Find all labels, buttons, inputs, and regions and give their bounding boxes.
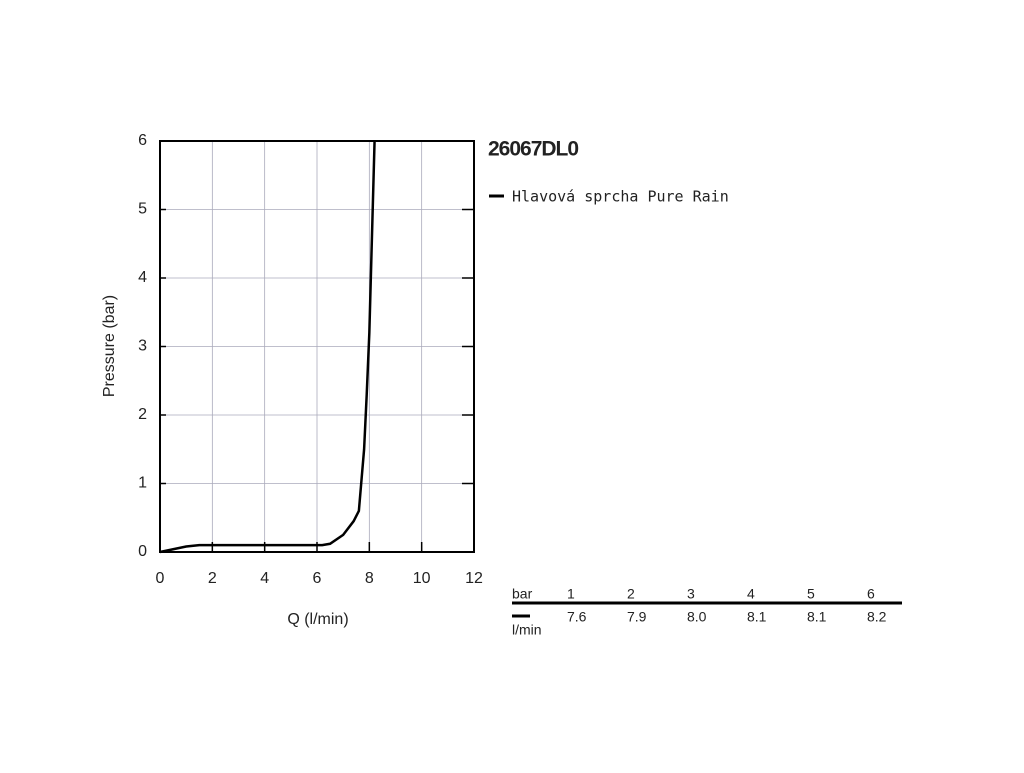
y-tick-label: 0 xyxy=(138,543,147,560)
table-column: 3 xyxy=(687,586,695,602)
table-value: 8.2 xyxy=(867,609,887,625)
y-tick-label: 4 xyxy=(138,269,147,286)
table-unit: l/min xyxy=(512,622,542,638)
table-column: 6 xyxy=(867,586,875,602)
y-tick-label: 5 xyxy=(138,201,147,218)
y-tick-label: 2 xyxy=(138,406,147,423)
x-tick-label: 4 xyxy=(260,570,269,587)
x-axis-label: Q (l/min) xyxy=(287,611,348,628)
table-header: bar xyxy=(512,586,533,602)
x-tick-label: 10 xyxy=(413,570,431,587)
table-value: 8.1 xyxy=(807,609,827,625)
y-axis-label: Pressure (bar) xyxy=(101,295,118,397)
table-value: 7.6 xyxy=(567,609,587,625)
x-tick-label: 8 xyxy=(365,570,374,587)
table-column: 4 xyxy=(747,586,755,602)
plot-frame xyxy=(159,140,475,553)
chart-title: 26067DL0 xyxy=(488,138,578,161)
y-tick-label: 6 xyxy=(138,132,147,149)
y-tick-label: 3 xyxy=(138,338,147,355)
table-column: 5 xyxy=(807,586,815,602)
table-column: 2 xyxy=(627,586,635,602)
data-line xyxy=(159,140,376,554)
legend-label: Hlavová sprcha Pure Rain xyxy=(512,188,729,206)
table-value: 8.1 xyxy=(747,609,767,625)
table-value: 8.0 xyxy=(687,609,707,625)
y-tick-label: 1 xyxy=(138,475,147,492)
x-tick-label: 12 xyxy=(465,570,483,587)
table-column: 1 xyxy=(567,586,575,602)
x-tick-label: 2 xyxy=(208,570,217,587)
x-tick-label: 6 xyxy=(313,570,322,587)
x-tick-label: 0 xyxy=(156,570,165,587)
table-value: 7.9 xyxy=(627,609,647,625)
